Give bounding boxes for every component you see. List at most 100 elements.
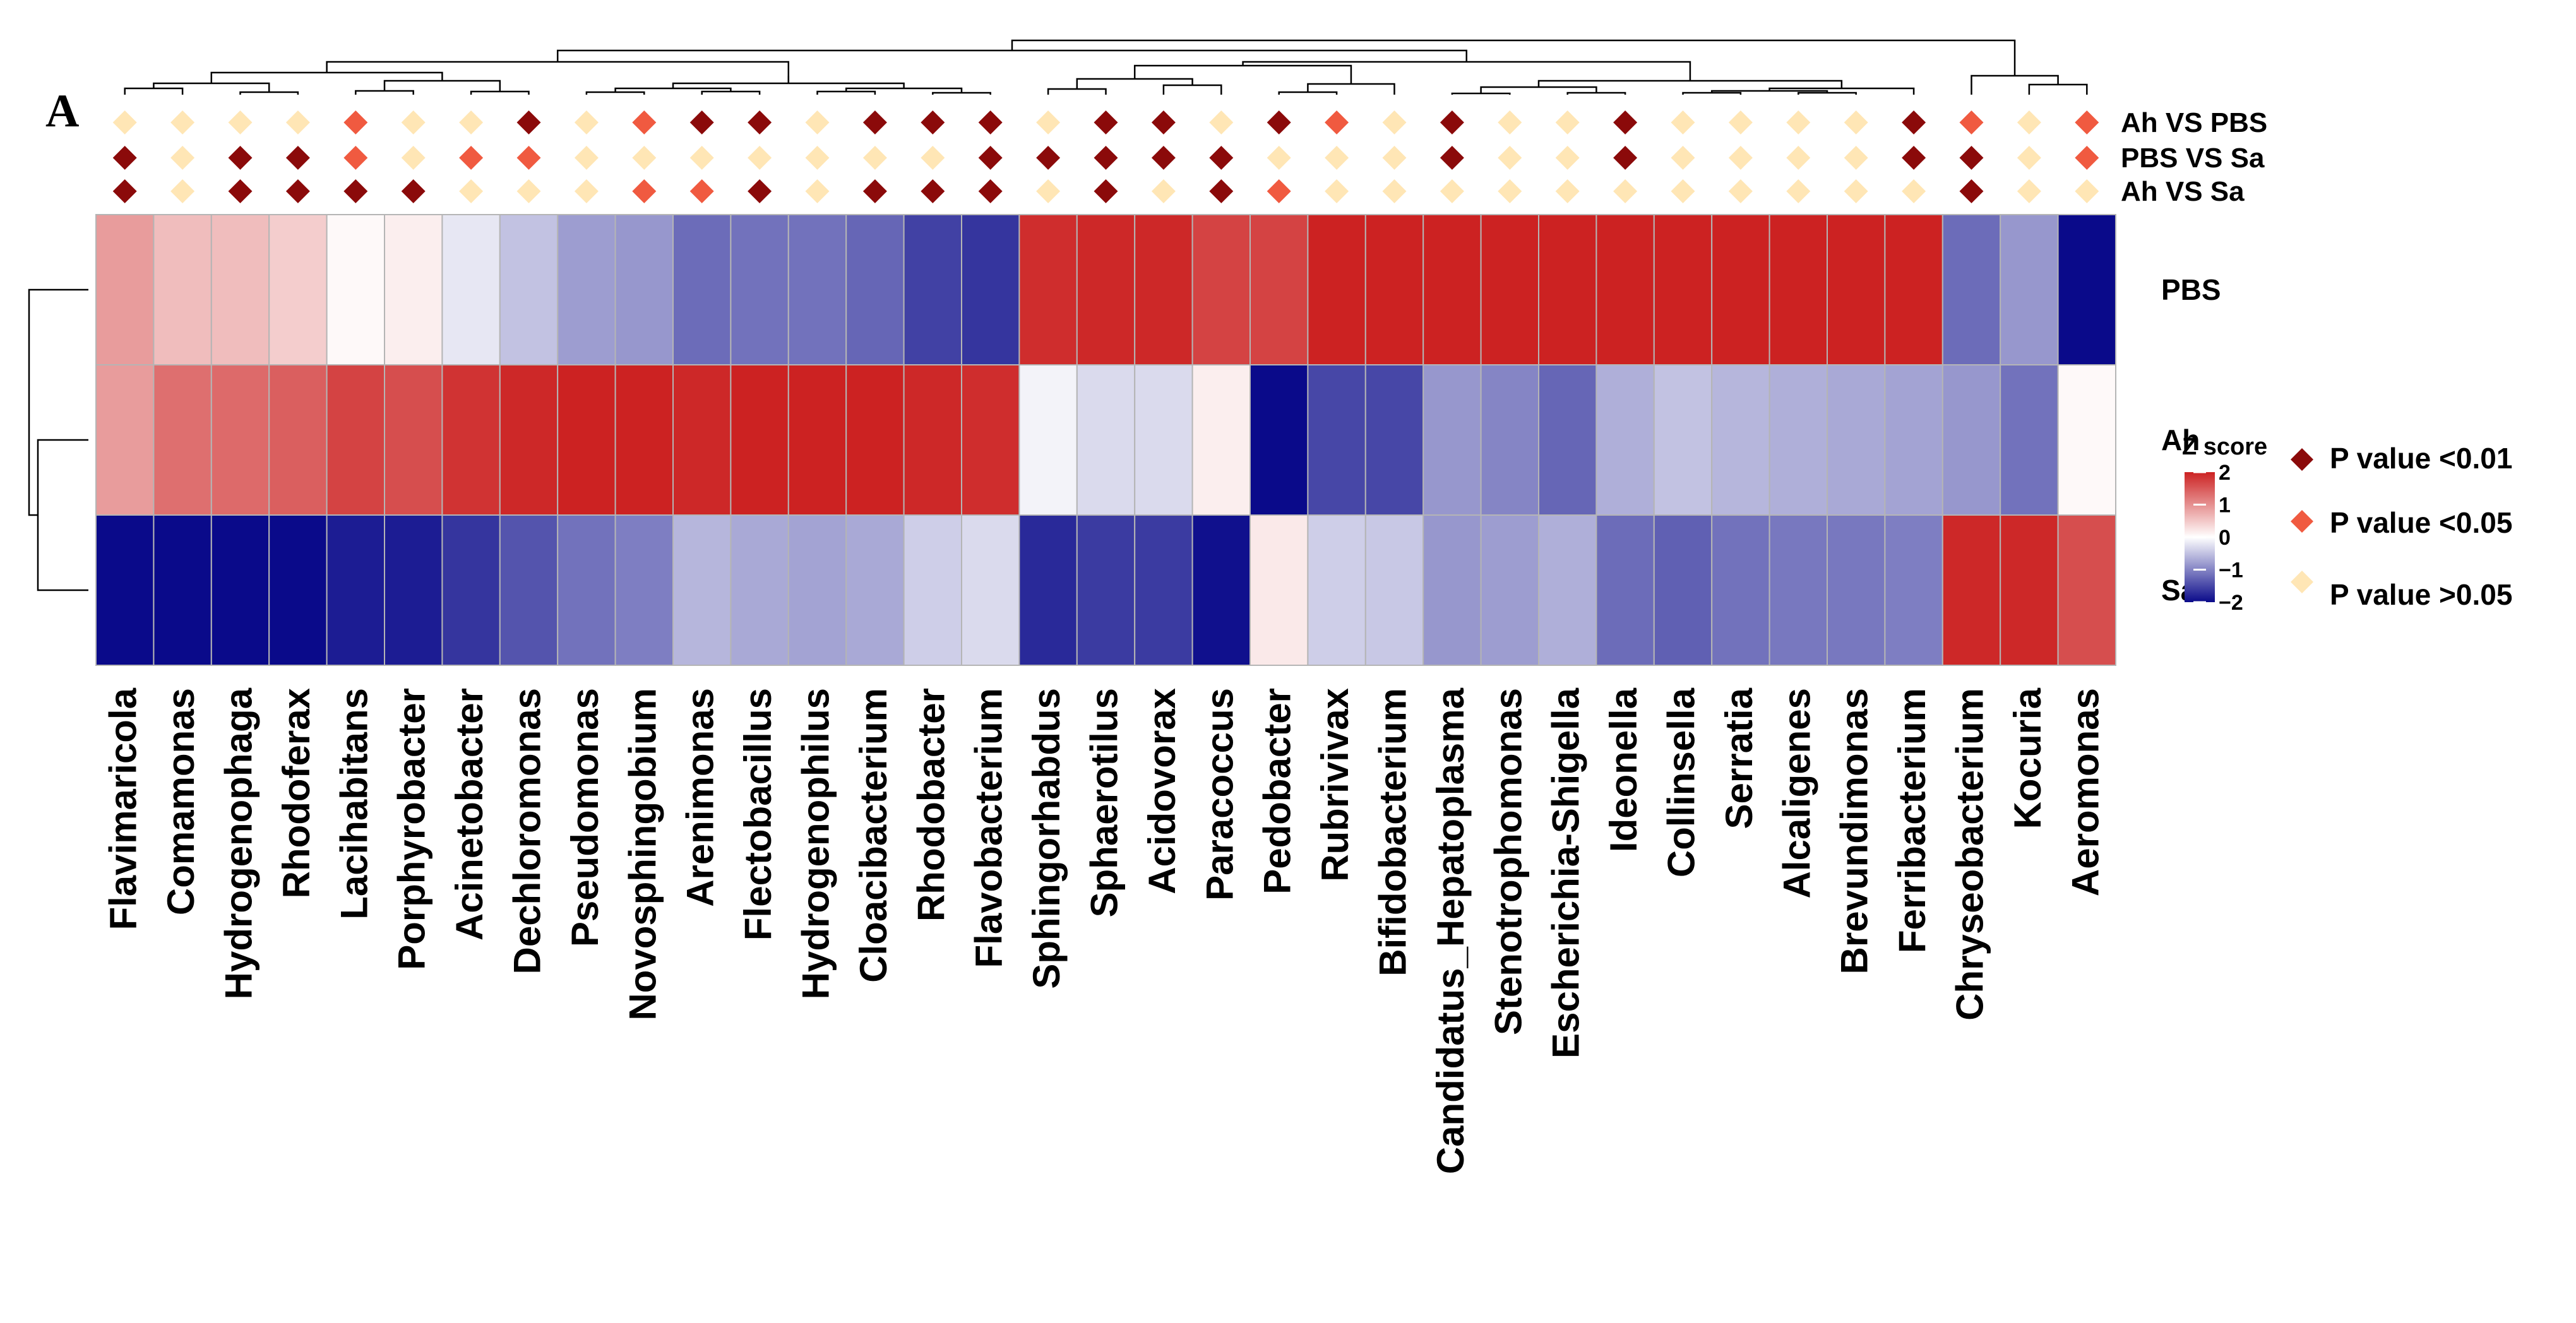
- heatmap-cell: [787, 514, 847, 666]
- heatmap-cell: [1884, 214, 1943, 365]
- heatmap-cell: [557, 364, 616, 516]
- significance-marker: [1094, 179, 1118, 203]
- heatmap-cell: [1653, 364, 1713, 516]
- dendrogram-branch: [932, 92, 991, 95]
- heatmap-cell: [1941, 214, 2001, 365]
- significance-marker: [1959, 110, 1984, 134]
- heatmap-cell: [1480, 364, 1540, 516]
- column-label: Comamonas: [160, 688, 202, 915]
- significance-markers: [112, 110, 2099, 203]
- heatmap-cell: [1364, 514, 1424, 666]
- heatmap-cell: [499, 364, 559, 516]
- significance-legend: P value <0.01 P value <0.05 P value >0.05: [2291, 442, 2512, 611]
- heatmap-cell: [2057, 214, 2117, 365]
- significance-marker: [170, 110, 195, 134]
- significance-marker: [170, 179, 195, 203]
- dendrogram-branch: [1278, 91, 1338, 95]
- significance-marker: [459, 146, 484, 170]
- column-label: Sphingorhabdus: [1025, 688, 1068, 989]
- heatmap-cell: [1134, 364, 1193, 516]
- heatmap-cell: [1364, 214, 1424, 365]
- heatmap-cell: [730, 364, 789, 516]
- heatmap-cell: [557, 214, 616, 365]
- heatmap-cell: [95, 364, 155, 516]
- significance-marker: [1094, 146, 1118, 170]
- heatmap-cell: [441, 364, 501, 516]
- significance-marker: [1267, 110, 1291, 134]
- heatmap-cell: [499, 514, 559, 666]
- significance-marker: [516, 146, 541, 170]
- significance-marker: [228, 179, 253, 203]
- heatmap-cell: [903, 214, 962, 365]
- significance-marker: [401, 146, 426, 170]
- significance-marker: [1498, 179, 1522, 203]
- significance-marker: [285, 110, 310, 134]
- significance-marker: [2017, 179, 2041, 203]
- heatmap-cell: [1827, 514, 1886, 666]
- significance-marker: [1902, 179, 1926, 203]
- column-label: Rubrivivax: [1314, 688, 1356, 882]
- dendrogram-branch: [585, 91, 645, 95]
- column-label: Ferribacterium: [1891, 688, 1933, 953]
- significance-marker: [2075, 110, 2099, 134]
- column-label: Porphyrobacter: [391, 688, 433, 970]
- heatmap-cell: [1134, 214, 1193, 365]
- heatmap-cell: [441, 514, 501, 666]
- significance-marker: [1786, 110, 1811, 134]
- significance-marker: [632, 179, 657, 203]
- heatmap-cell: [268, 514, 328, 666]
- significance-marker: [1440, 179, 1464, 203]
- heatmap-cell: [1768, 514, 1828, 666]
- significance-marker: [632, 146, 657, 170]
- significance-marker: [343, 110, 368, 134]
- row-label: PBS: [2161, 273, 2221, 306]
- heatmap-cell: [961, 214, 1020, 365]
- significance-marker: [1728, 179, 1753, 203]
- significance-marker: [2017, 146, 2041, 170]
- dendrogram-branch: [816, 90, 876, 95]
- heatmap-cell: [268, 364, 328, 516]
- significance-marker: [1440, 110, 1464, 134]
- legend-marker: [2291, 571, 2313, 593]
- column-label: Lacihabitans: [333, 688, 375, 920]
- significance-marker: [1671, 146, 1695, 170]
- significance-marker: [1902, 146, 1926, 170]
- heatmap-cell: [326, 214, 385, 365]
- heatmap-cell: [2057, 364, 2117, 516]
- heatmap-cell: [1422, 214, 1482, 365]
- dendrogram-branch: [355, 90, 414, 95]
- significance-row-label: PBS VS Sa: [2121, 143, 2265, 174]
- heatmap-cell: [845, 514, 905, 666]
- significance-marker: [401, 179, 426, 203]
- significance-marker: [1555, 110, 1580, 134]
- dendrogram-branch: [124, 87, 184, 95]
- significance-marker: [516, 179, 541, 203]
- heatmap-cell: [1364, 364, 1424, 516]
- significance-marker: [1728, 146, 1753, 170]
- heatmap-cell: [326, 514, 385, 666]
- heatmap-cell: [1768, 214, 1828, 365]
- column-label: Flectobacillus: [737, 688, 779, 940]
- heatmap-cell: [1653, 514, 1713, 666]
- heatmap-cell: [1595, 214, 1655, 365]
- significance-marker: [1555, 146, 1580, 170]
- significance-marker: [1036, 110, 1061, 134]
- heatmap-cell: [153, 364, 212, 516]
- heatmap-cell: [1538, 514, 1597, 666]
- heatmap-cell: [1884, 364, 1943, 516]
- significance-marker: [862, 146, 887, 170]
- column-label: Flavobacterium: [968, 688, 1010, 968]
- legend-marker: [2291, 448, 2313, 471]
- legend-label: P value >0.05: [2330, 578, 2512, 611]
- column-label: Kocuria: [2007, 687, 2049, 829]
- significance-marker: [978, 179, 1003, 203]
- column-label: Paracoccus: [1198, 688, 1241, 901]
- heatmap-cell: [1941, 364, 2001, 516]
- heatmap-cell: [2000, 364, 2059, 516]
- colorbar-tick-label: 2: [2219, 461, 2231, 485]
- dendrogram-branch: [1242, 61, 1691, 81]
- significance-marker: [1671, 179, 1695, 203]
- heatmap-cell: [1076, 364, 1136, 516]
- heatmap-cell: [1653, 214, 1713, 365]
